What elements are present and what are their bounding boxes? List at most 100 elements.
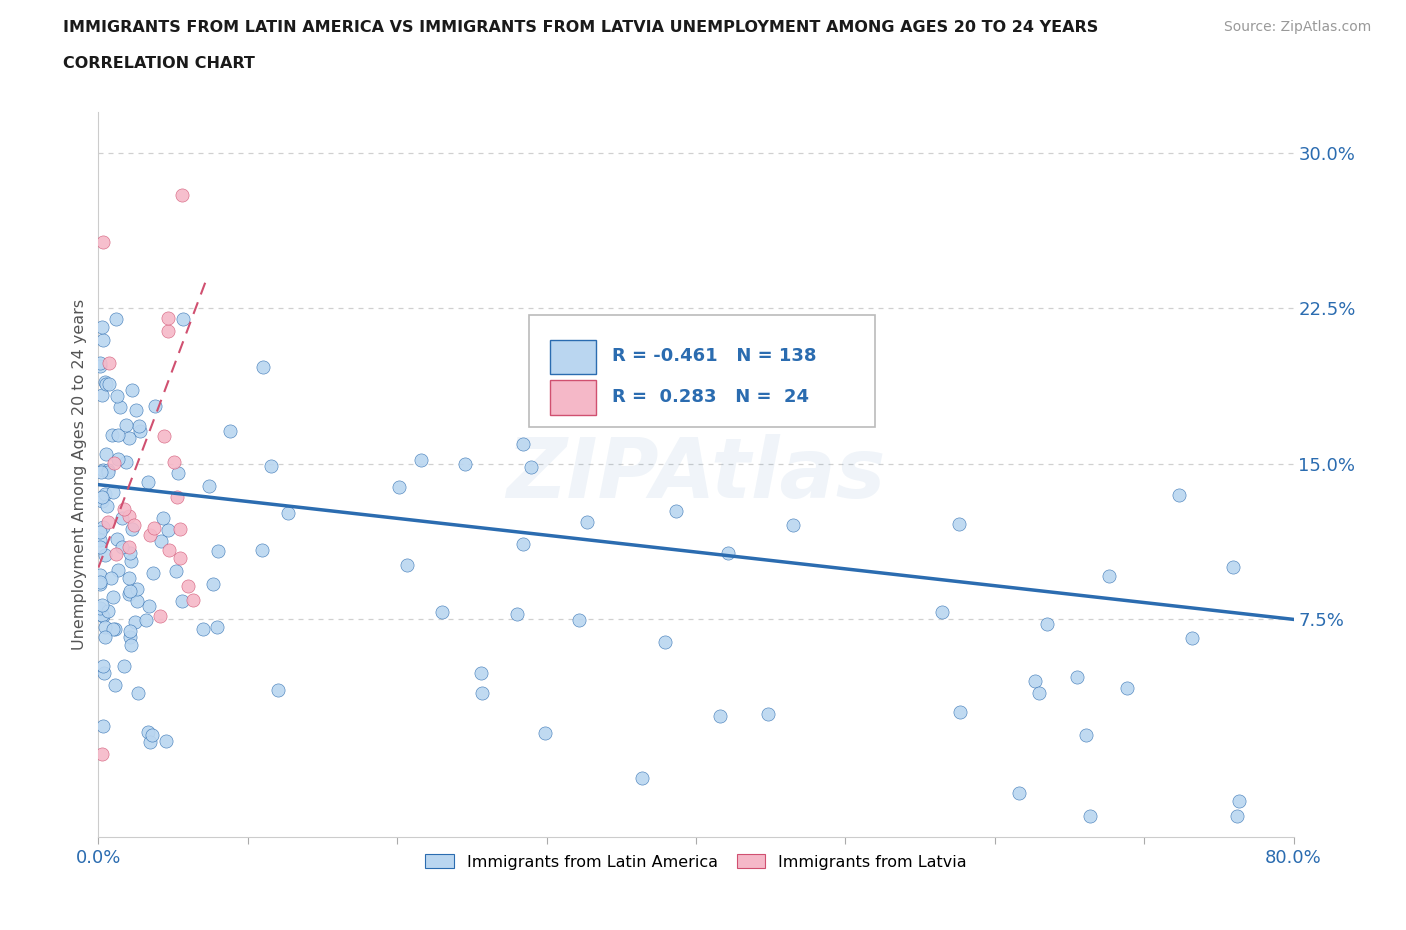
Point	[118, 587, 141, 602]
Point	[104, 621, 127, 636]
Point	[138, 735, 160, 750]
Point	[118, 570, 141, 585]
Point	[111, 511, 134, 525]
Point	[135, 613, 157, 628]
Point	[117, 431, 139, 445]
Point	[1222, 560, 1244, 575]
Point	[181, 593, 204, 608]
Point	[90, 747, 112, 762]
Point	[107, 563, 129, 578]
Point	[91, 320, 114, 335]
Point	[1226, 809, 1249, 824]
Point	[89, 575, 111, 590]
Point	[169, 551, 191, 565]
Point	[97, 604, 120, 619]
Point	[98, 377, 121, 392]
Point	[104, 677, 127, 692]
FancyBboxPatch shape	[529, 314, 875, 427]
Point	[1180, 631, 1202, 645]
Point	[782, 518, 804, 533]
Point	[101, 428, 124, 443]
Point	[430, 604, 453, 619]
Point	[118, 624, 141, 639]
Point	[157, 542, 180, 557]
Point	[101, 485, 124, 499]
Point	[838, 411, 860, 426]
Point	[506, 606, 529, 621]
Point	[96, 498, 118, 513]
Point	[97, 356, 120, 371]
Point	[104, 312, 127, 326]
Point	[127, 593, 149, 608]
Point	[176, 578, 198, 593]
Point	[94, 619, 117, 634]
Point	[1074, 727, 1097, 742]
Point	[1227, 793, 1250, 808]
Point	[120, 545, 142, 560]
Point	[93, 666, 115, 681]
Point	[101, 590, 124, 604]
Point	[128, 418, 150, 433]
Point	[97, 464, 120, 479]
Point	[1035, 617, 1057, 631]
Point	[120, 638, 142, 653]
Point	[91, 609, 114, 624]
Point	[165, 564, 187, 578]
Point	[756, 707, 779, 722]
Point	[149, 609, 172, 624]
Point	[143, 521, 166, 536]
Point	[139, 527, 162, 542]
Point	[931, 604, 953, 619]
Text: ZIPAtlas: ZIPAtlas	[506, 433, 886, 515]
Point	[93, 548, 115, 563]
Point	[201, 577, 224, 591]
Point	[454, 457, 477, 472]
Point	[1028, 685, 1050, 700]
Point	[112, 502, 135, 517]
Point	[576, 514, 599, 529]
Text: Source: ZipAtlas.com: Source: ZipAtlas.com	[1223, 20, 1371, 34]
Point	[94, 487, 117, 502]
Point	[717, 546, 740, 561]
Point	[1066, 670, 1088, 684]
Point	[250, 543, 273, 558]
Point	[91, 719, 114, 734]
Point	[103, 456, 125, 471]
Point	[534, 725, 557, 740]
Point	[89, 601, 111, 616]
Point	[93, 630, 115, 644]
Point	[1167, 487, 1189, 502]
Point	[118, 583, 141, 598]
Point	[89, 358, 111, 373]
Point	[152, 511, 174, 525]
Point	[107, 428, 129, 443]
Point	[411, 453, 433, 468]
Point	[121, 383, 143, 398]
Point	[1008, 786, 1031, 801]
Point	[388, 479, 411, 494]
Point	[260, 458, 283, 473]
Point	[143, 398, 166, 413]
Point	[665, 503, 688, 518]
Point	[91, 388, 114, 403]
Point	[94, 375, 117, 390]
Point	[138, 724, 160, 739]
Point	[709, 709, 731, 724]
Point	[91, 520, 114, 535]
Point	[100, 570, 122, 585]
Point	[166, 490, 188, 505]
Point	[519, 460, 541, 475]
Point	[512, 436, 534, 451]
Point	[155, 734, 177, 749]
Point	[396, 558, 419, 573]
Point	[169, 522, 191, 537]
Point	[193, 621, 215, 636]
Point	[124, 615, 146, 630]
Point	[114, 418, 136, 432]
Point	[91, 489, 114, 504]
Point	[156, 311, 179, 325]
Point	[153, 429, 176, 444]
Point	[948, 516, 970, 531]
Point	[91, 332, 114, 347]
Point	[157, 324, 180, 339]
